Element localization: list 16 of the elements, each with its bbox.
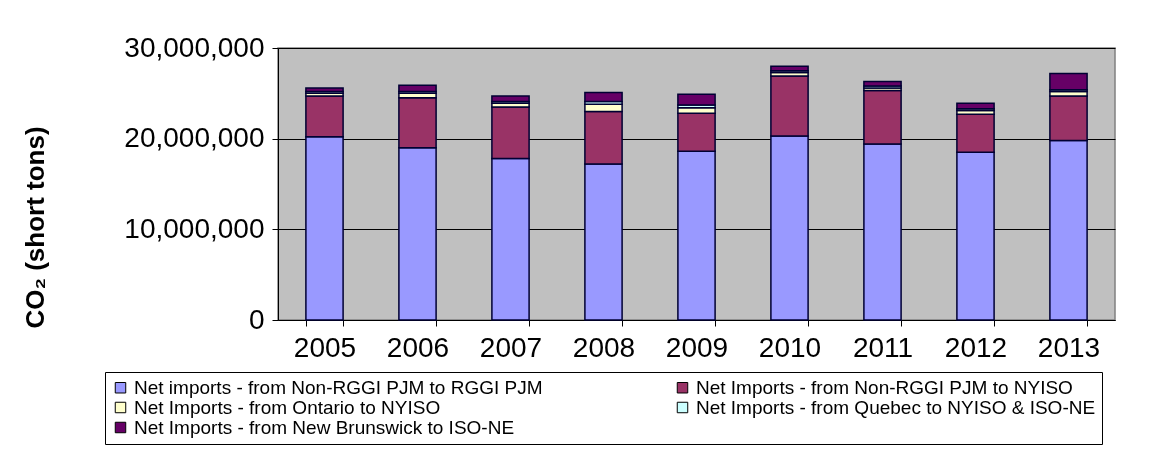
x-tick-label: 2009: [665, 331, 729, 363]
y-tick-label: 20,000,000: [124, 122, 265, 154]
x-tick-label: 2005: [293, 331, 357, 363]
x-tick-label: 2007: [479, 331, 543, 363]
x-tick-label: 2011: [852, 331, 914, 363]
legend-label: Net Imports - from Non-RGGI PJM to NYISO: [696, 376, 1073, 398]
legend-label: Net imports - from Non-RGGI PJM to RGGI PJM: [134, 376, 543, 398]
y-tick-label: 0: [248, 303, 265, 335]
x-tick-label: 2010: [758, 331, 822, 363]
y-tick-label: 30,000,000: [124, 31, 265, 63]
x-tick-label: 2012: [944, 331, 1008, 363]
x-tick-label: 2006: [386, 331, 450, 363]
x-tick-label: 2008: [572, 331, 636, 363]
y-tick-label: 10,000,000: [124, 212, 265, 244]
x-tick-label: 2013: [1037, 331, 1101, 363]
y-axis-title: CO₂ (short tons): [19, 126, 50, 329]
